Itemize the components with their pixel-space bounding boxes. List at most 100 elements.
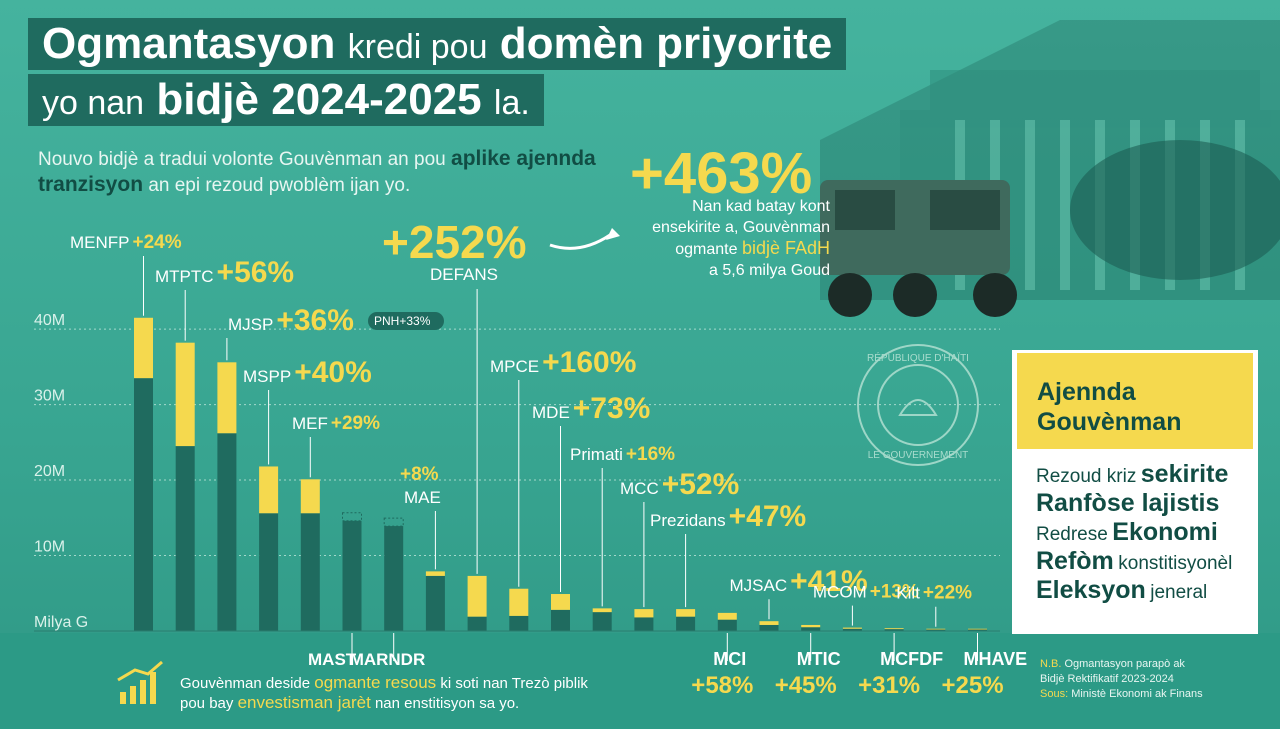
bar-label: MTIC — [797, 649, 841, 669]
bar-increase — [551, 594, 570, 610]
agenda-item-small: konstitisyonèl — [1118, 553, 1233, 574]
bar-increase — [134, 317, 153, 379]
agenda-item-small: jeneral — [1150, 582, 1208, 603]
bar-increase — [217, 362, 237, 434]
bar-increase — [634, 609, 654, 618]
bar-increase — [801, 624, 821, 628]
agenda-item-small: Redrese — [1036, 524, 1108, 545]
footnote-nb: N.B. — [1040, 658, 1062, 670]
bar-increase — [676, 609, 696, 617]
bar-increase — [926, 628, 946, 630]
title-bold-c: bidjè 2024-2025 — [156, 75, 482, 124]
bar-label: DEFANS — [430, 265, 498, 284]
bottom-note-e: envestisman jarèt — [237, 693, 371, 712]
agenda-title: Ajennda Gouvènman — [1037, 378, 1182, 436]
y-tick-label: 40M — [34, 312, 65, 329]
pnh-badge-label: PNH+33% — [374, 314, 431, 328]
subtitle-bold: aplike ajennda tranzisyon — [38, 147, 596, 196]
title-thin-a: kredi pou — [347, 28, 488, 66]
bar-label: MHAVE — [964, 649, 1028, 669]
bar-increase — [425, 571, 445, 576]
bar-increase — [467, 575, 487, 617]
agenda-item-small: Rezoud kriz — [1036, 466, 1137, 487]
bar-label: MSPP — [243, 367, 291, 386]
agenda-item-big: Ranfòse lajistis — [1036, 489, 1220, 517]
bar-pct: +25% — [942, 672, 1004, 699]
pnh-badge — [368, 312, 444, 330]
agenda-item-big: Eleksyon — [1036, 576, 1146, 604]
bar-increase — [759, 621, 779, 625]
bar-base — [259, 513, 279, 631]
arrow-icon — [549, 233, 611, 250]
title-bold-a: Ogmantasyon — [42, 19, 336, 68]
bar-base — [384, 526, 404, 631]
agenda-item-big: Ekonomi — [1112, 518, 1218, 546]
bar-base — [342, 520, 362, 631]
bar-pct: +52% — [662, 468, 740, 501]
bar-label: MENFP — [70, 233, 130, 252]
bar-base — [175, 446, 195, 631]
bar-label: Kilt — [896, 584, 920, 603]
agenda-box: Ajennda Gouvènman Rezoud kriz sekirite R… — [1012, 350, 1258, 634]
bar-label: Prezidans — [650, 511, 726, 530]
highlight-text: Nan kad batay kont ensekirite a, Gouvènm… — [630, 196, 830, 281]
bar-base — [842, 628, 862, 631]
bar-outline — [383, 517, 404, 527]
bottom-note-c: ki soti nan Trezò piblik — [440, 675, 588, 692]
agenda-item-big: Refòm — [1036, 547, 1114, 575]
bar-base — [551, 609, 570, 631]
highlight-value: +463% — [630, 141, 813, 206]
bar-increase — [300, 479, 320, 514]
title-bold-b: domèn priyorite — [499, 19, 833, 68]
bar-label: MJSP — [228, 315, 273, 334]
highlight-line-3b: bidjè FAdH — [741, 238, 830, 258]
bar-pct: +16% — [626, 444, 675, 465]
seal-top-text: RÉPUBLIQUE D'HAÏTI — [867, 351, 969, 364]
highlight-line-1: Nan kad batay kont — [692, 198, 830, 215]
bottom-note-b: ogmante resous — [314, 673, 437, 692]
bar-base — [217, 433, 237, 631]
footnote-source: Ministè Ekonomi ak Finans — [1071, 688, 1203, 700]
arrow-head-icon — [606, 228, 620, 240]
bar-label: MDE — [532, 403, 570, 422]
seal-bottom-text: LE GOUVERNEMENT — [868, 450, 969, 461]
agenda-header: Ajennda Gouvènman — [1017, 353, 1253, 449]
highlight-line-3a: ogmante — [675, 241, 738, 258]
bar-increase — [968, 628, 987, 630]
bar-pct: +29% — [331, 413, 380, 434]
bar-label: MEF — [292, 414, 328, 433]
highlight-line-2: ensekirite a, Gouvènman — [652, 219, 830, 236]
bottom-note-d: pou bay — [180, 695, 234, 712]
title-thin-b: yo nan — [42, 84, 145, 122]
bar-base — [676, 616, 696, 631]
bar-pct: +45% — [775, 672, 837, 699]
footnote-line-1: Ogmantasyon parapò ak — [1064, 658, 1185, 670]
bar-label: MPCE — [490, 357, 539, 376]
bar-pct: +41% — [790, 565, 868, 598]
agenda-item: Refòm konstitisyonèl — [1036, 547, 1232, 576]
subtitle-part-1: Nouvo bidjè a tradui volonte Gouvènman a… — [38, 149, 446, 170]
subtitle-part-2: an epi rezoud pwoblèm ijan yo. — [148, 175, 411, 196]
bottom-band — [0, 633, 1280, 729]
bar-label: MCI — [713, 649, 746, 669]
agenda-item-big: sekirite — [1140, 460, 1229, 488]
title-line-1: Ogmantasyon kredi pou domèn priyorite — [28, 18, 847, 70]
agenda-item: Rezoud kriz sekirite — [1036, 460, 1228, 489]
bar-increase — [259, 466, 279, 514]
bar-pct: +56% — [217, 256, 295, 289]
bottom-note-a: Gouvènman deside — [180, 675, 311, 692]
bar-increase — [509, 588, 529, 616]
bar-pct: +31% — [858, 672, 920, 699]
bar-pct: +73% — [573, 392, 651, 425]
bar-base — [717, 619, 737, 631]
bar-pct: +40% — [294, 356, 372, 389]
bar-increase — [884, 628, 904, 630]
bar-base — [425, 575, 445, 631]
truck-icon — [820, 180, 1017, 317]
bar-label: MTPTC — [155, 267, 214, 286]
bar-label: MAE — [404, 488, 441, 507]
footnote: N.B. Ogmantasyon parapò ak Bidjè Rektifi… — [1040, 657, 1203, 702]
bar-outline — [342, 512, 362, 522]
